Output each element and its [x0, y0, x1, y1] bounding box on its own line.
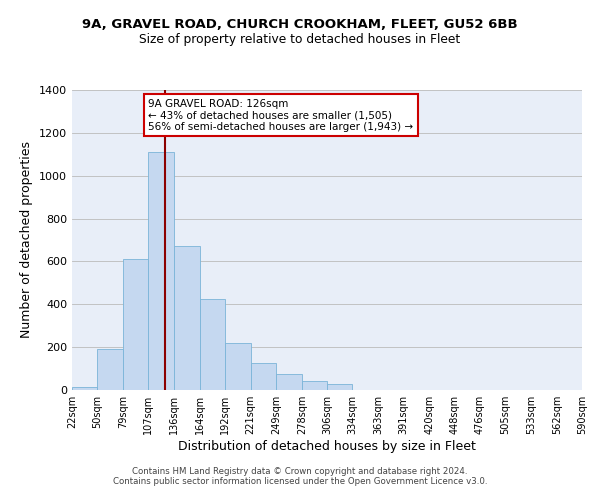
Bar: [302, 382, 327, 390]
Bar: [276, 374, 302, 390]
Bar: [224, 343, 251, 390]
Text: Contains public sector information licensed under the Open Government Licence v3: Contains public sector information licen…: [113, 478, 487, 486]
Y-axis label: Number of detached properties: Number of detached properties: [20, 142, 34, 338]
Bar: [148, 152, 175, 390]
Bar: [97, 350, 123, 390]
Text: 9A, GRAVEL ROAD, CHURCH CROOKHAM, FLEET, GU52 6BB: 9A, GRAVEL ROAD, CHURCH CROOKHAM, FLEET,…: [82, 18, 518, 30]
Bar: [123, 260, 148, 390]
Bar: [251, 363, 276, 390]
Bar: [327, 384, 352, 390]
Text: Size of property relative to detached houses in Fleet: Size of property relative to detached ho…: [139, 32, 461, 46]
Text: Contains HM Land Registry data © Crown copyright and database right 2024.: Contains HM Land Registry data © Crown c…: [132, 468, 468, 476]
Bar: [72, 387, 97, 390]
Bar: [175, 246, 199, 390]
Text: 9A GRAVEL ROAD: 126sqm
← 43% of detached houses are smaller (1,505)
56% of semi-: 9A GRAVEL ROAD: 126sqm ← 43% of detached…: [148, 98, 413, 132]
X-axis label: Distribution of detached houses by size in Fleet: Distribution of detached houses by size …: [178, 440, 476, 453]
Bar: [199, 299, 224, 390]
